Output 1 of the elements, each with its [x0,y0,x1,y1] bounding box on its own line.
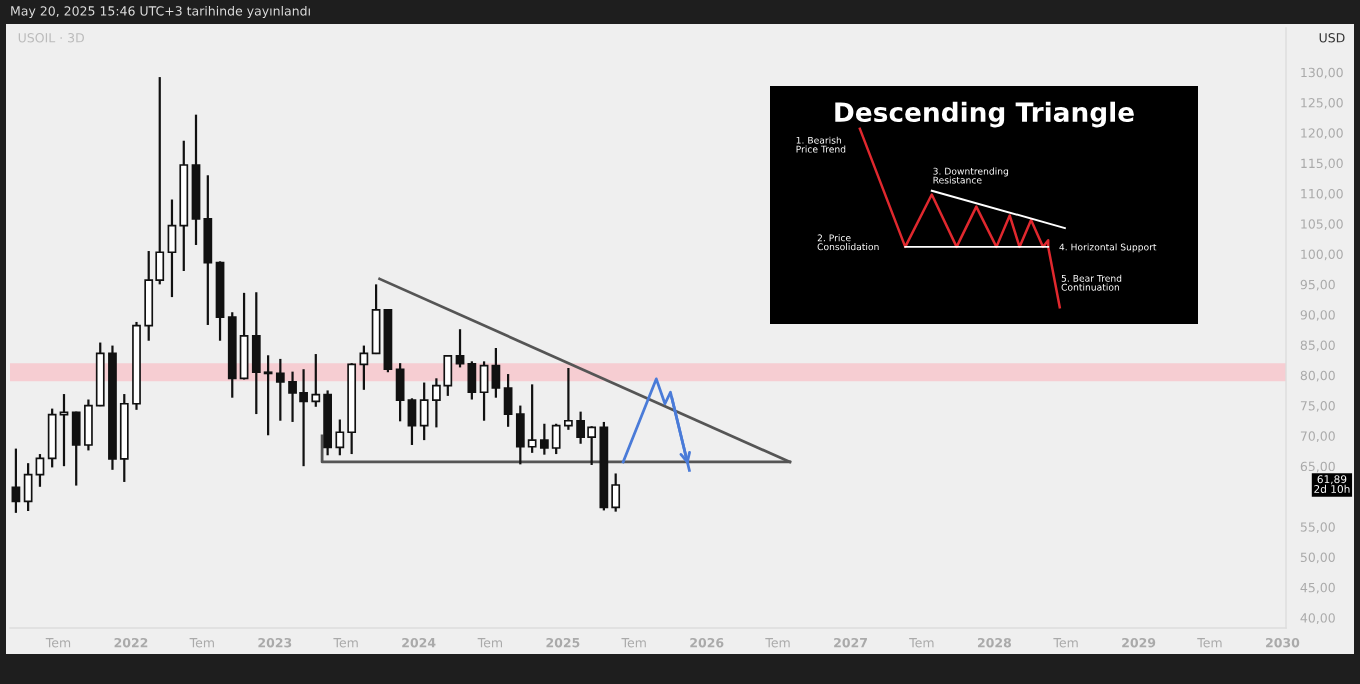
annotation: Descending Triangle [835,101,1134,128]
